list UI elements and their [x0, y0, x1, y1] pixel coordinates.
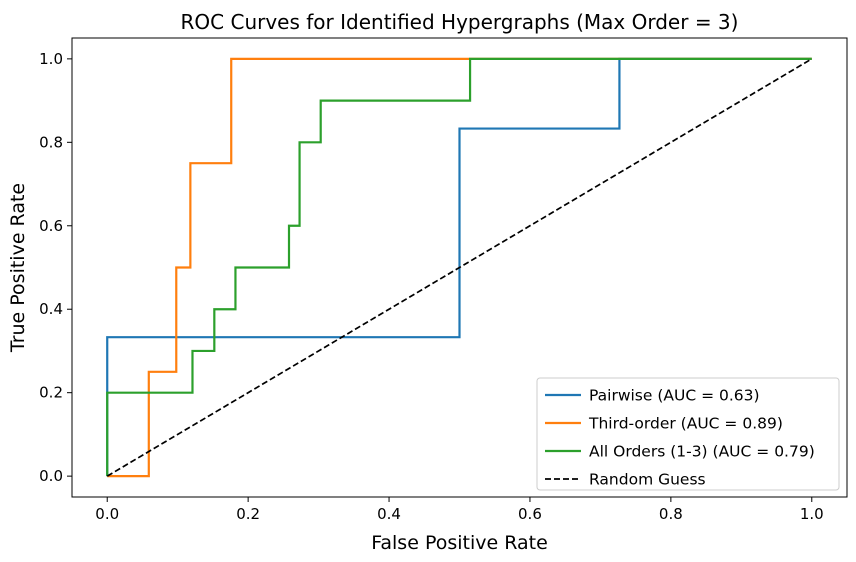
y-tick-label: 0.2 [39, 384, 63, 402]
plot-frame [71, 37, 848, 498]
y-tick-label: 0.6 [39, 217, 63, 235]
y-tick-label: 0.4 [39, 300, 63, 318]
y-tick-label: 0.0 [39, 467, 63, 485]
y-axis-label: True Positive Rate [7, 183, 29, 353]
x-tick-label: 0.6 [518, 505, 542, 523]
series-line-1 [107, 57, 812, 478]
series-line-2 [106, 57, 812, 477]
x-tick-label: 0.4 [377, 505, 401, 523]
ticks-layer: 0.0 0.2 0.4 0.6 0.8 1.0 0.0 0.2 0.4 0.6 0.8 1.0 [39, 50, 824, 523]
legend-label: Pairwise (AUC = 0.63) [589, 387, 760, 405]
x-tick-label: 1.0 [800, 505, 824, 523]
legend-box [536, 377, 840, 491]
x-tick-label: 0.2 [236, 505, 260, 523]
x-tick-label: 0.8 [659, 505, 683, 523]
legend-label: All Orders (1-3) (AUC = 0.79) [589, 443, 815, 461]
series-line-3 [106, 58, 813, 477]
chart-title: ROC Curves for Identified Hypergraphs (M… [181, 10, 739, 34]
x-tick-label: 0.0 [95, 505, 119, 523]
series-layer [106, 57, 813, 478]
x-axis-label: False Positive Rate [371, 532, 548, 554]
legend-label: Random Guess [589, 471, 706, 489]
y-tick-label: 1.0 [39, 50, 63, 68]
legend: Pairwise (AUC = 0.63) Third-order (AUC = … [536, 377, 840, 491]
legend-label: Third-order (AUC = 0.89) [588, 415, 783, 433]
y-tick-label: 0.8 [39, 133, 63, 151]
